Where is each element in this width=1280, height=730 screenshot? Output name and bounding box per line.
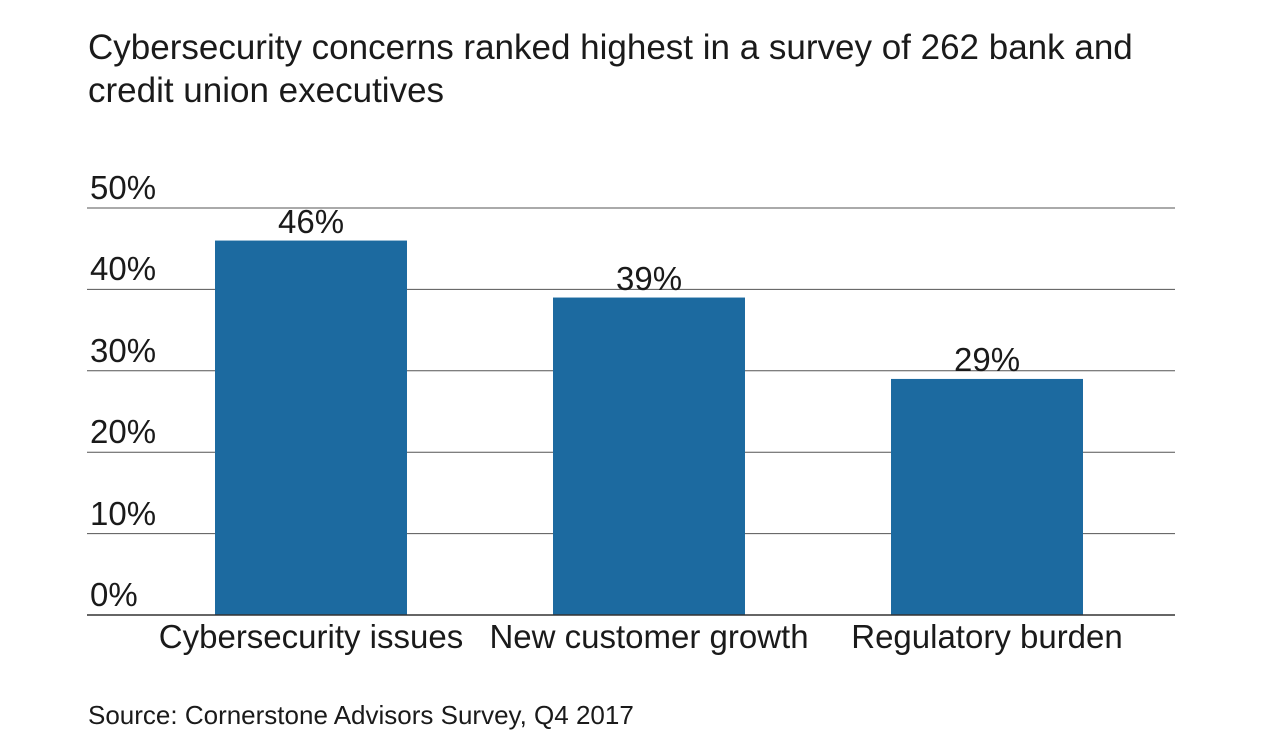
value-label: 39% [616,259,683,297]
y-tick-label: 40% [90,250,157,288]
value-label: 46% [278,202,345,240]
bar [215,240,407,615]
y-tick-label: 30% [90,331,157,369]
y-tick-label: 0% [90,576,138,613]
source-note: Source: Cornerstone Advisors Survey, Q4 … [88,700,634,730]
y-tick-label: 10% [90,494,157,532]
y-tick-label: 50% [90,169,157,206]
bar [553,297,745,615]
chart-subtitle: Cybersecurity concerns ranked highest in… [88,28,1133,110]
value-label: 29% [954,340,1021,378]
bar [891,378,1083,615]
y-tick-label: 20% [90,413,157,451]
x-tick-label: Cybersecurity issues [158,618,464,655]
x-tick-label: New customer growth [489,618,809,655]
x-tick-label: Regulatory burden [851,618,1123,655]
